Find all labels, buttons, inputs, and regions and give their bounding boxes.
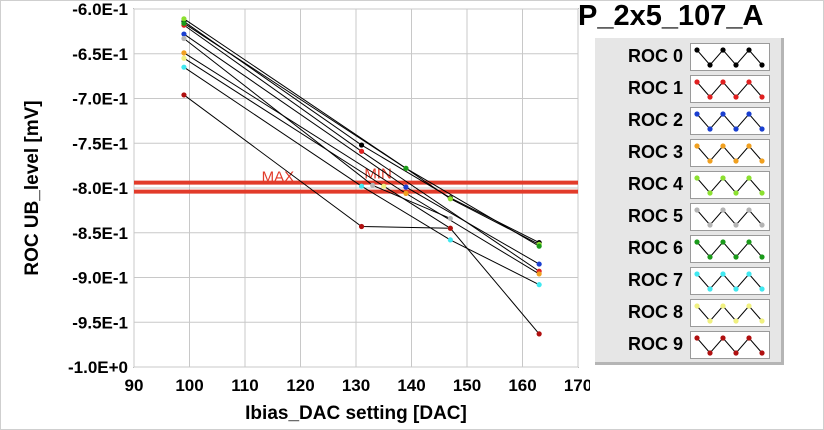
- data-point: [181, 20, 187, 26]
- data-point: [181, 31, 187, 37]
- data-point: [447, 225, 453, 231]
- legend-item: ROC 5: [595, 202, 781, 234]
- data-point: [536, 271, 542, 277]
- legend-swatch: [690, 267, 770, 295]
- data-point: [536, 261, 542, 267]
- grid: [133, 8, 579, 368]
- data-point: [358, 223, 365, 230]
- legend-swatch: [690, 107, 770, 135]
- y-tick-labels: -6.0E-1 -6.5E-1 -7.0E-1 -7.5E-1 -8.0E-1 -8.5E…: [68, 0, 128, 377]
- data-point: [181, 92, 187, 98]
- legend-item: ROC 6: [595, 234, 781, 266]
- reference-label-max: MAX: [262, 169, 295, 186]
- data-point: [181, 16, 187, 22]
- legend-label: ROC 3: [627, 142, 683, 162]
- data-point: [536, 243, 542, 249]
- legend-item: ROC 4: [595, 170, 781, 202]
- legend-label: ROC 0: [627, 46, 683, 66]
- legend-swatch: [690, 75, 770, 103]
- data-series: [181, 16, 542, 337]
- y-tick-label: -8.5E-1: [72, 224, 128, 243]
- series-line: [183, 66, 540, 286]
- y-tick-label: -7.0E-1: [72, 90, 128, 109]
- data-point: [358, 183, 365, 189]
- legend-swatch: [690, 235, 770, 263]
- x-tick-label: 140: [397, 376, 425, 395]
- legend-item: ROC 2: [595, 106, 781, 138]
- legend-item: ROC 8: [595, 298, 781, 330]
- x-tick-label: 160: [508, 376, 536, 395]
- legend-item: ROC 0: [595, 42, 781, 74]
- legend-swatch: [690, 203, 770, 231]
- data-point: [447, 237, 453, 243]
- legend-label: ROC 9: [627, 334, 683, 354]
- y-tick-label: -8.0E-1: [72, 179, 128, 198]
- legend-label: ROC 8: [627, 302, 683, 322]
- x-axis-title: Ibias_DAC setting [DAC]: [245, 403, 467, 424]
- legend-item: ROC 1: [595, 74, 781, 106]
- legend-label: ROC 5: [627, 206, 683, 226]
- data-point: [181, 50, 187, 56]
- legend-label: ROC 6: [627, 238, 683, 258]
- data-point: [447, 215, 453, 222]
- legend-swatch: [690, 43, 770, 71]
- legend-label: ROC 4: [627, 174, 683, 194]
- data-point: [181, 55, 187, 61]
- x-tick-labels: 90 100 110 120 130 140 150 160 170: [125, 376, 590, 395]
- legend-item: ROC 7: [595, 266, 781, 298]
- y-tick-label: -9.5E-1: [72, 313, 128, 332]
- legend-item: ROC 9: [595, 330, 781, 362]
- data-point: [358, 148, 365, 154]
- series-line: [183, 18, 540, 245]
- x-tick-label: 110: [231, 376, 258, 395]
- data-point: [536, 282, 542, 288]
- legend-label: ROC 2: [627, 110, 683, 130]
- data-point: [370, 182, 376, 188]
- data-point: [181, 35, 187, 42]
- x-tick-label: 130: [342, 376, 370, 395]
- y-axis-title: ROC UB_level [mV]: [22, 100, 43, 275]
- legend: ROC 0 ROC 1 ROC 2 ROC 3 ROC 4 ROC 5 ROC 6 ROC 7…: [595, 38, 784, 365]
- x-tick-label: 120: [286, 376, 314, 395]
- y-tick-label: -6.0E-1: [72, 0, 128, 19]
- panel-title: P_2x5_107_A: [578, 0, 764, 32]
- x-tick-label: 90: [125, 376, 144, 395]
- y-tick-label: -1.0E+0: [68, 358, 128, 377]
- y-tick-label: -9.0E-1: [72, 269, 128, 288]
- legend-item: ROC 3: [595, 138, 781, 170]
- data-point: [403, 165, 409, 171]
- legend-swatch: [690, 331, 770, 359]
- legend-swatch: [690, 139, 770, 167]
- data-point: [403, 190, 409, 196]
- chart: MAX MIN -6.0E-1-6.5E-1-7.0E-1-7.5E-1-8.0E…: [22, 0, 590, 424]
- data-point: [181, 64, 187, 70]
- data-point: [536, 331, 542, 337]
- data-point: [358, 142, 365, 148]
- legend-swatch: [690, 299, 770, 327]
- y-tick-label: -6.5E-1: [72, 45, 128, 64]
- x-tick-label: 150: [453, 376, 481, 395]
- data-point: [381, 183, 387, 189]
- x-tick-label: 100: [175, 376, 203, 395]
- data-point: [447, 196, 453, 202]
- legend-label: ROC 7: [627, 270, 683, 290]
- legend-label: ROC 1: [627, 78, 683, 98]
- legend-swatch: [690, 171, 770, 199]
- y-tick-label: -7.5E-1: [72, 134, 128, 153]
- series-line: [183, 94, 540, 335]
- data-point: [403, 184, 409, 190]
- x-tick-label: 170: [564, 376, 590, 395]
